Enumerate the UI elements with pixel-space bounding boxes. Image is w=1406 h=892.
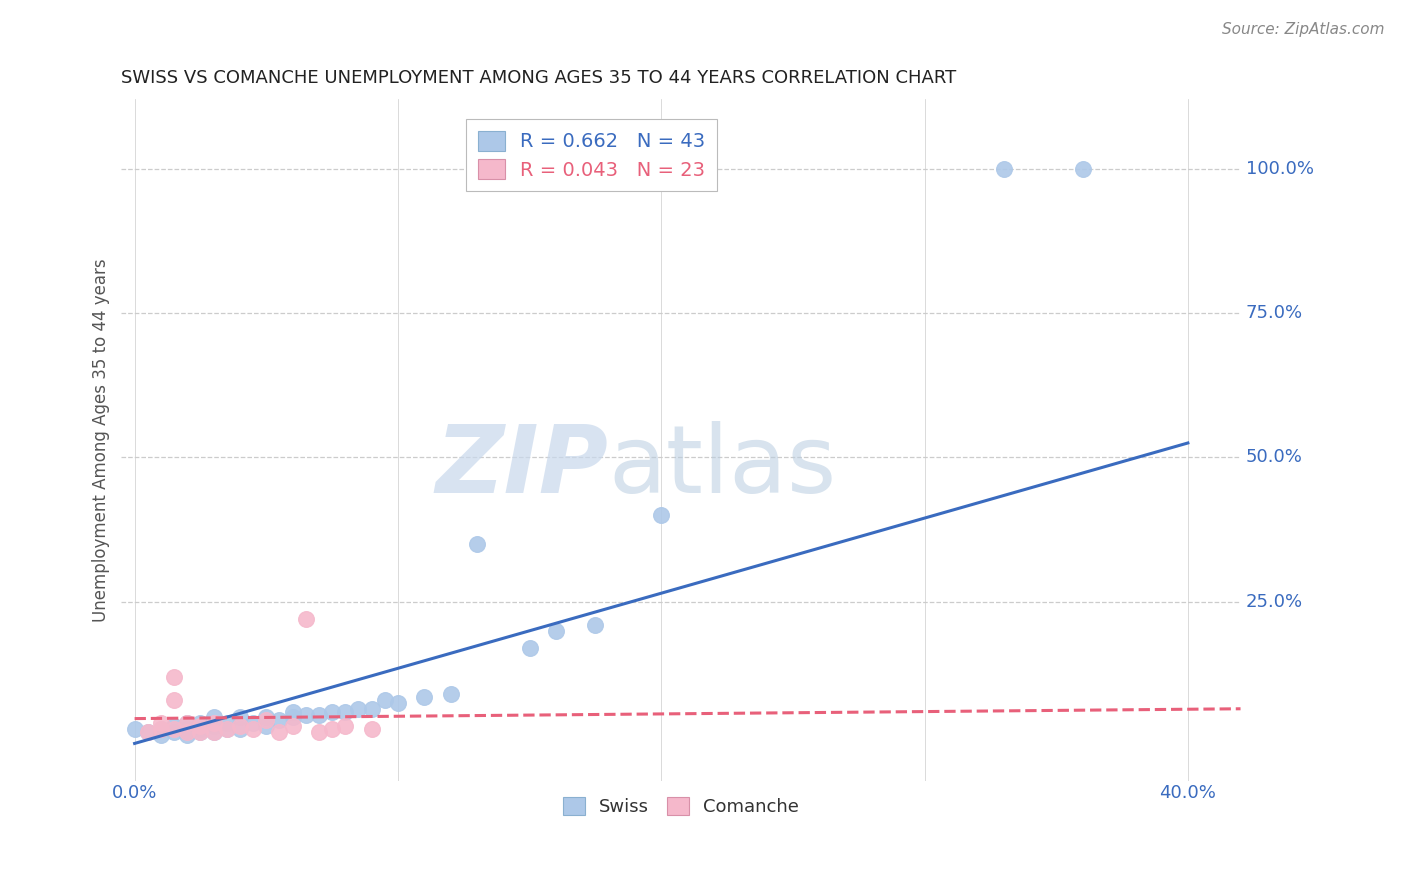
Point: [163, 693, 186, 707]
Point: [544, 624, 567, 638]
Point: [439, 687, 461, 701]
Text: 100.0%: 100.0%: [1246, 160, 1313, 178]
Point: [374, 693, 396, 707]
Point: [413, 690, 436, 705]
Point: [242, 716, 264, 731]
Point: [335, 705, 357, 719]
Point: [176, 724, 198, 739]
Point: [465, 537, 488, 551]
Point: [519, 641, 541, 656]
Point: [176, 716, 198, 731]
Point: [176, 716, 198, 731]
Point: [202, 719, 225, 733]
Point: [149, 716, 172, 731]
Point: [360, 702, 382, 716]
Text: Source: ZipAtlas.com: Source: ZipAtlas.com: [1222, 22, 1385, 37]
Point: [149, 728, 172, 742]
Point: [163, 724, 186, 739]
Point: [229, 710, 252, 724]
Point: [163, 670, 186, 684]
Point: [190, 719, 212, 733]
Point: [650, 508, 672, 523]
Point: [202, 724, 225, 739]
Point: [281, 710, 304, 724]
Text: ZIP: ZIP: [436, 421, 609, 514]
Point: [190, 716, 212, 731]
Text: 40.0%: 40.0%: [1160, 784, 1216, 802]
Point: [229, 722, 252, 736]
Point: [1071, 161, 1094, 176]
Point: [163, 722, 186, 736]
Point: [136, 724, 159, 739]
Point: [269, 714, 291, 728]
Point: [215, 722, 238, 736]
Point: [202, 716, 225, 731]
Point: [993, 161, 1015, 176]
Point: [149, 722, 172, 736]
Point: [583, 618, 606, 632]
Point: [215, 716, 238, 731]
Point: [215, 722, 238, 736]
Point: [254, 719, 277, 733]
Point: [254, 714, 277, 728]
Point: [176, 724, 198, 739]
Point: [176, 722, 198, 736]
Point: [321, 722, 343, 736]
Point: [269, 724, 291, 739]
Point: [149, 722, 172, 736]
Point: [190, 722, 212, 736]
Point: [202, 724, 225, 739]
Point: [254, 710, 277, 724]
Point: [136, 724, 159, 739]
Point: [360, 722, 382, 736]
Point: [242, 722, 264, 736]
Point: [176, 728, 198, 742]
Point: [335, 719, 357, 733]
Point: [294, 707, 316, 722]
Point: [163, 719, 186, 733]
Text: SWISS VS COMANCHE UNEMPLOYMENT AMONG AGES 35 TO 44 YEARS CORRELATION CHART: SWISS VS COMANCHE UNEMPLOYMENT AMONG AGE…: [121, 69, 956, 87]
Point: [294, 612, 316, 626]
Point: [347, 702, 370, 716]
Point: [190, 724, 212, 739]
Point: [202, 710, 225, 724]
Legend: Swiss, Comanche: Swiss, Comanche: [555, 789, 806, 823]
Text: atlas: atlas: [609, 421, 837, 514]
Point: [308, 707, 330, 722]
Point: [281, 719, 304, 733]
Y-axis label: Unemployment Among Ages 35 to 44 years: Unemployment Among Ages 35 to 44 years: [93, 259, 110, 622]
Point: [387, 696, 409, 710]
Point: [229, 719, 252, 733]
Point: [124, 722, 146, 736]
Text: 75.0%: 75.0%: [1246, 304, 1303, 322]
Point: [308, 724, 330, 739]
Text: 0.0%: 0.0%: [112, 784, 157, 802]
Text: 25.0%: 25.0%: [1246, 593, 1303, 611]
Point: [321, 705, 343, 719]
Text: 50.0%: 50.0%: [1246, 449, 1303, 467]
Point: [281, 705, 304, 719]
Point: [190, 724, 212, 739]
